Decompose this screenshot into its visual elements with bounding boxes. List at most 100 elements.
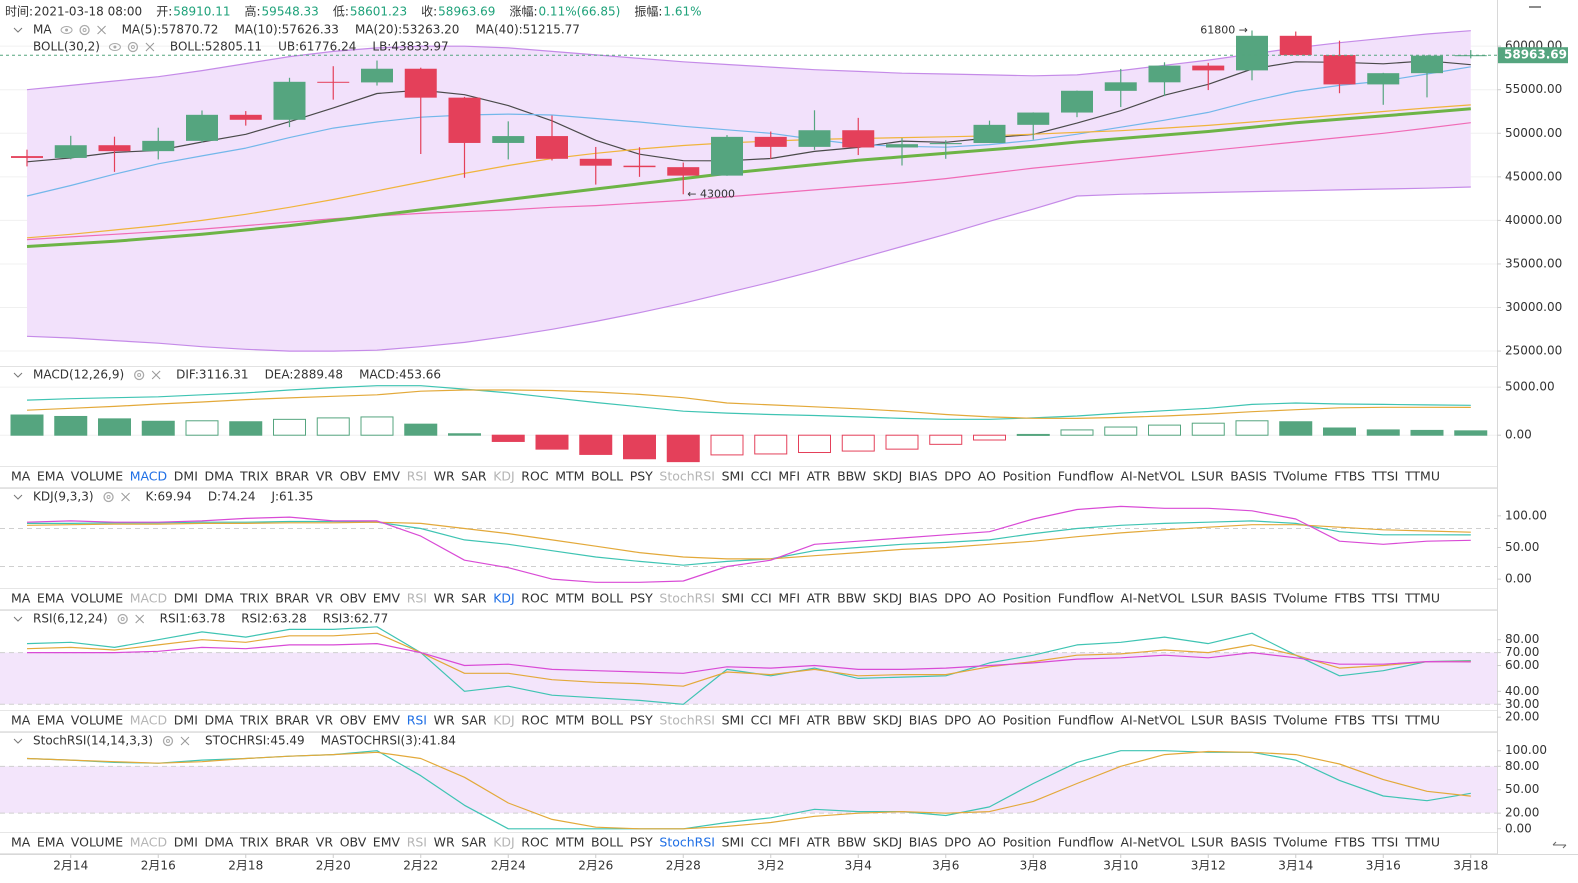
indicator-tab[interactable]: BBW — [837, 591, 866, 606]
indicator-tab[interactable]: VOLUME — [71, 713, 123, 728]
indicator-tab[interactable]: VR — [316, 713, 334, 728]
visibility-icon[interactable] — [60, 26, 73, 34]
indicator-tab[interactable]: BASIS — [1230, 591, 1267, 606]
settings-icon-core[interactable] — [120, 617, 125, 621]
visibility-icon-pupil[interactable] — [113, 45, 117, 49]
indicator-tab[interactable]: TTMU — [1404, 713, 1440, 728]
indicator-tab[interactable]: TVolume — [1273, 835, 1328, 850]
indicator-tab[interactable]: StochRSI — [659, 835, 715, 850]
indicator-tab[interactable]: TVolume — [1273, 591, 1328, 606]
indicator-tab[interactable]: BRAR — [275, 835, 309, 850]
indicator-tab[interactable]: MFI — [778, 469, 800, 484]
settings-icon[interactable] — [117, 613, 128, 625]
indicator-tab[interactable]: BIAS — [909, 469, 938, 484]
indicator-tab[interactable]: PSY — [630, 713, 653, 728]
indicator-tab[interactable]: BIAS — [909, 591, 938, 606]
settings-icon-core[interactable] — [165, 739, 170, 743]
indicator-tab[interactable]: OBV — [340, 713, 367, 728]
indicator-tab[interactable]: BIAS — [909, 713, 938, 728]
indicator-tab[interactable]: KDJ — [493, 469, 515, 484]
indicator-tab[interactable]: CCI — [751, 835, 772, 850]
indicator-tab[interactable]: SMI — [722, 591, 744, 606]
indicator-tab[interactable]: BASIS — [1230, 713, 1267, 728]
indicator-tab[interactable]: KDJ — [493, 591, 515, 606]
indicator-tab[interactable]: Position — [1003, 835, 1052, 850]
indicator-tab[interactable]: MACD — [130, 469, 167, 484]
indicator-tab[interactable]: StochRSI — [659, 713, 715, 728]
indicator-tab[interactable]: MA — [11, 835, 31, 850]
indicator-tab[interactable]: BRAR — [275, 469, 309, 484]
indicator-tab[interactable]: ATR — [807, 469, 831, 484]
corner-scale-icon[interactable] — [1552, 841, 1567, 849]
indicator-tab[interactable]: BRAR — [275, 713, 309, 728]
indicator-tab[interactable]: LSUR — [1191, 835, 1224, 850]
visibility-icon[interactable] — [108, 43, 121, 51]
indicator-tab[interactable]: Position — [1003, 591, 1052, 606]
indicator-tab[interactable]: WR — [434, 835, 455, 850]
indicator-tab[interactable]: MTM — [555, 469, 584, 484]
close-icon[interactable] — [151, 370, 161, 380]
visibility-icon-pupil[interactable] — [65, 28, 69, 32]
indicator-tab[interactable]: TTSI — [1371, 591, 1399, 606]
indicator-tab[interactable]: AI-NetVOL — [1121, 835, 1185, 850]
indicator-tab[interactable]: RSI — [407, 591, 427, 606]
indicator-tab[interactable]: BRAR — [275, 591, 309, 606]
indicator-tab[interactable]: EMV — [373, 591, 401, 606]
indicator-tab[interactable]: VOLUME — [71, 591, 123, 606]
indicator-tab[interactable]: LSUR — [1191, 469, 1224, 484]
close-icon[interactable] — [97, 25, 106, 35]
indicator-tab[interactable]: EMV — [373, 713, 401, 728]
indicator-tab[interactable]: DMI — [174, 835, 198, 850]
indicator-tab[interactable]: DMI — [174, 591, 198, 606]
indicator-tab[interactable]: DMA — [205, 713, 234, 728]
indicator-tab[interactable]: MFI — [778, 713, 800, 728]
settings-icon[interactable] — [79, 24, 90, 36]
indicator-tab[interactable]: AO — [978, 835, 996, 850]
indicator-tab[interactable]: EMA — [37, 591, 65, 606]
indicator-tab[interactable]: LSUR — [1191, 591, 1224, 606]
indicator-tab[interactable]: MFI — [778, 591, 800, 606]
indicator-tab[interactable]: FTBS — [1334, 713, 1365, 728]
indicator-tab[interactable]: AI-NetVOL — [1121, 591, 1185, 606]
indicator-tab[interactable]: AO — [978, 469, 996, 484]
indicator-tab[interactable]: RSI — [407, 713, 427, 728]
indicator-tab[interactable]: WR — [434, 713, 455, 728]
indicator-tab[interactable]: FTBS — [1334, 469, 1365, 484]
indicator-tab[interactable]: BOLL — [591, 469, 623, 484]
indicator-tab[interactable]: BASIS — [1230, 835, 1267, 850]
indicator-tab[interactable]: TRIX — [239, 591, 269, 606]
indicator-tab[interactable]: BBW — [837, 713, 866, 728]
close-icon[interactable] — [145, 42, 155, 52]
indicator-tab[interactable]: BBW — [837, 835, 866, 850]
indicator-tab[interactable]: BIAS — [909, 835, 938, 850]
indicator-tab[interactable]: ATR — [807, 591, 831, 606]
indicator-tab[interactable]: LSUR — [1191, 713, 1224, 728]
indicator-tab[interactable]: SAR — [461, 469, 487, 484]
indicator-tab[interactable]: VR — [316, 469, 334, 484]
indicator-tab[interactable]: SAR — [461, 835, 487, 850]
indicator-tab[interactable]: EMA — [37, 835, 65, 850]
indicator-tab[interactable]: SKDJ — [873, 591, 902, 606]
indicator-tab[interactable]: TTMU — [1404, 469, 1440, 484]
indicator-tab[interactable]: EMA — [37, 713, 65, 728]
indicator-tab[interactable]: TRIX — [239, 713, 269, 728]
settings-icon[interactable] — [103, 491, 114, 503]
indicator-tab[interactable]: MA — [11, 591, 31, 606]
indicator-tab[interactable]: MA — [11, 469, 31, 484]
indicator-tab[interactable]: FTBS — [1334, 591, 1365, 606]
collapse-icon[interactable] — [13, 494, 23, 500]
indicator-tab[interactable]: TTMU — [1404, 835, 1440, 850]
settings-icon-core[interactable] — [130, 45, 135, 49]
indicator-tab[interactable]: BOLL — [591, 713, 623, 728]
indicator-tab[interactable]: WR — [434, 591, 455, 606]
indicator-tab[interactable]: TRIX — [239, 469, 269, 484]
indicator-tab[interactable]: KDJ — [493, 835, 515, 850]
indicator-tab[interactable]: SMI — [722, 469, 744, 484]
indicator-tab[interactable]: FTBS — [1334, 835, 1365, 850]
indicator-tab[interactable]: AI-NetVOL — [1121, 713, 1185, 728]
indicator-tab[interactable]: RSI — [407, 835, 427, 850]
settings-icon[interactable] — [133, 369, 145, 381]
indicator-tab[interactable]: StochRSI — [659, 469, 715, 484]
indicator-tab[interactable]: DPO — [944, 591, 971, 606]
indicator-tab[interactable]: VR — [316, 591, 334, 606]
